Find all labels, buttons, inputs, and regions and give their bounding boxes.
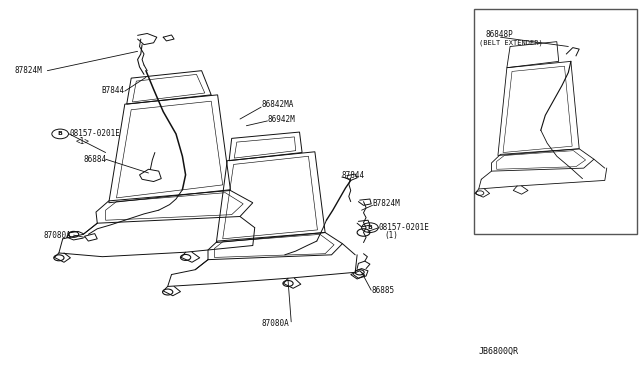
Text: (BELT EXTENDER): (BELT EXTENDER) bbox=[479, 39, 543, 46]
Bar bbox=[474, 9, 637, 234]
Text: (1): (1) bbox=[384, 231, 398, 240]
Text: 86942M: 86942M bbox=[268, 115, 295, 124]
Text: B7824M: B7824M bbox=[372, 199, 400, 208]
Text: 08157-0201E: 08157-0201E bbox=[69, 129, 120, 138]
Text: B: B bbox=[58, 131, 63, 137]
Text: B: B bbox=[367, 225, 372, 230]
Text: 86842MA: 86842MA bbox=[261, 100, 294, 109]
Text: 08157-0201E: 08157-0201E bbox=[379, 223, 429, 232]
Text: B7844: B7844 bbox=[101, 86, 124, 94]
Text: 86884: 86884 bbox=[83, 155, 106, 164]
Text: 87080A: 87080A bbox=[261, 319, 289, 328]
Text: 87080A: 87080A bbox=[44, 231, 71, 240]
Text: JB6800QR: JB6800QR bbox=[479, 347, 519, 356]
Text: 86885: 86885 bbox=[371, 286, 394, 295]
Text: 87844: 87844 bbox=[342, 171, 365, 180]
Text: 86848P: 86848P bbox=[485, 31, 513, 39]
Text: 87824M: 87824M bbox=[14, 66, 42, 75]
Text: <1>: <1> bbox=[76, 137, 90, 146]
